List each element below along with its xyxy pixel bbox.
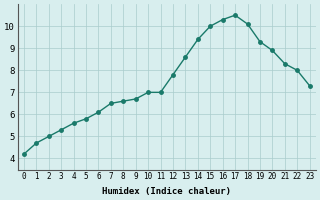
X-axis label: Humidex (Indice chaleur): Humidex (Indice chaleur) bbox=[102, 187, 231, 196]
